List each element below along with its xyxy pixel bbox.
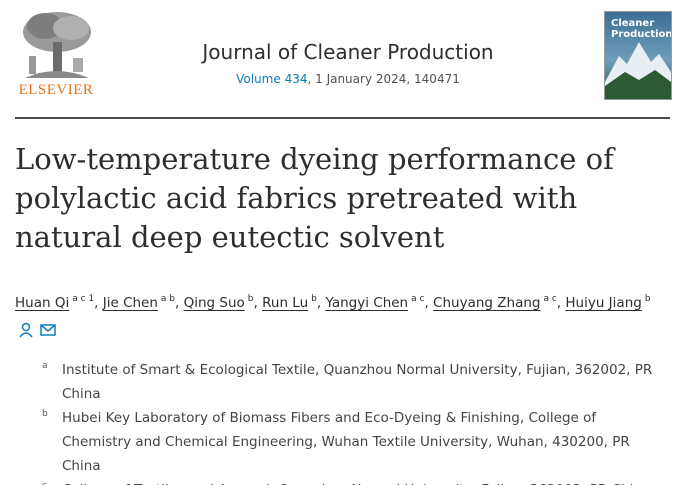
affiliation: b Hubei Key Laboratory of Biomass Fibers … (42, 406, 662, 478)
author-items: Huan Qi a c 1, Jie Chen a b, Qing Suo b, Ru… (15, 294, 651, 311)
cover-art (605, 42, 671, 99)
author-entry: Yangyi Chen a c, (325, 294, 429, 311)
author-affil-refs[interactable]: a c (543, 294, 557, 304)
author-entry: Run Lu b, (262, 294, 322, 311)
author-affil-refs[interactable]: a c 1 (72, 294, 95, 304)
affiliation-label: a (42, 361, 48, 371)
header-rule (15, 117, 670, 119)
author-name[interactable]: Huiyu Jiang (565, 295, 642, 311)
article-title: Low-temperature dyeing performance of po… (15, 142, 614, 254)
author-name[interactable]: Huan Qi (15, 295, 70, 311)
author-separator: , (94, 295, 99, 311)
author-separator: , (424, 295, 429, 311)
author-entry: Chuyang Zhang a c, (433, 294, 562, 311)
author-affil-refs[interactable]: b (311, 294, 317, 304)
affiliation: cCollege of Textiles and Apparel, Quanzh… (42, 478, 662, 485)
author-icons[interactable] (19, 322, 59, 338)
affiliation-list: a Institute of Smart & Ecological Textile… (42, 358, 662, 485)
author-entry: Qing Suo b, (183, 294, 258, 311)
issue-info: Volume 434, 1 January 2024, 140471 (120, 72, 576, 86)
author-name[interactable]: Yangyi Chen (325, 295, 409, 311)
author-list: Huan Qi a c 1, Jie Chen a b, Qing Suo b, Ru… (15, 285, 670, 345)
author-separator: , (253, 295, 258, 311)
author-affil-refs[interactable]: b (247, 294, 254, 304)
journal-cover[interactable]: Cleaner Production (604, 11, 672, 100)
issue-details: , 1 January 2024, 140471 (307, 72, 460, 86)
publisher-logo (15, 8, 97, 82)
affiliation: a Institute of Smart & Ecological Textile… (42, 358, 662, 406)
author-affil-refs[interactable]: a c (411, 294, 425, 304)
affiliation-text: Hubei Key Laboratory of Biomass Fibers a… (62, 410, 630, 474)
author-separator: , (556, 295, 562, 311)
affiliation-text: College of Textiles and Apparel, Quanzho… (62, 482, 650, 485)
affiliation-text: Institute of Smart & Ecological Textile,… (62, 362, 653, 402)
author-name[interactable]: Chuyang Zhang (433, 295, 541, 311)
author-name[interactable]: Jie Chen (102, 295, 158, 311)
cover-title: Cleaner Production (611, 18, 672, 40)
author-separator: , (316, 295, 322, 311)
author-name[interactable]: Run Lu (262, 295, 309, 311)
author-separator: , (175, 295, 180, 311)
author-entry: Jie Chen a b, (102, 294, 180, 311)
affiliation-label: c (42, 474, 47, 485)
journal-title[interactable]: Journal of Cleaner Production (202, 40, 494, 64)
author-entry: Huan Qi a c 1, (15, 294, 99, 311)
author-name[interactable]: Qing Suo (183, 295, 245, 311)
author-affil-refs[interactable]: b (644, 294, 651, 304)
affiliation-label: b (42, 409, 48, 419)
publisher-name: ELSEVIER (18, 82, 94, 98)
author-entry: Huiyu Jiang b (565, 294, 651, 311)
volume-link[interactable]: Volume 434 (236, 72, 308, 86)
author-affil-refs[interactable]: a b (160, 294, 176, 304)
